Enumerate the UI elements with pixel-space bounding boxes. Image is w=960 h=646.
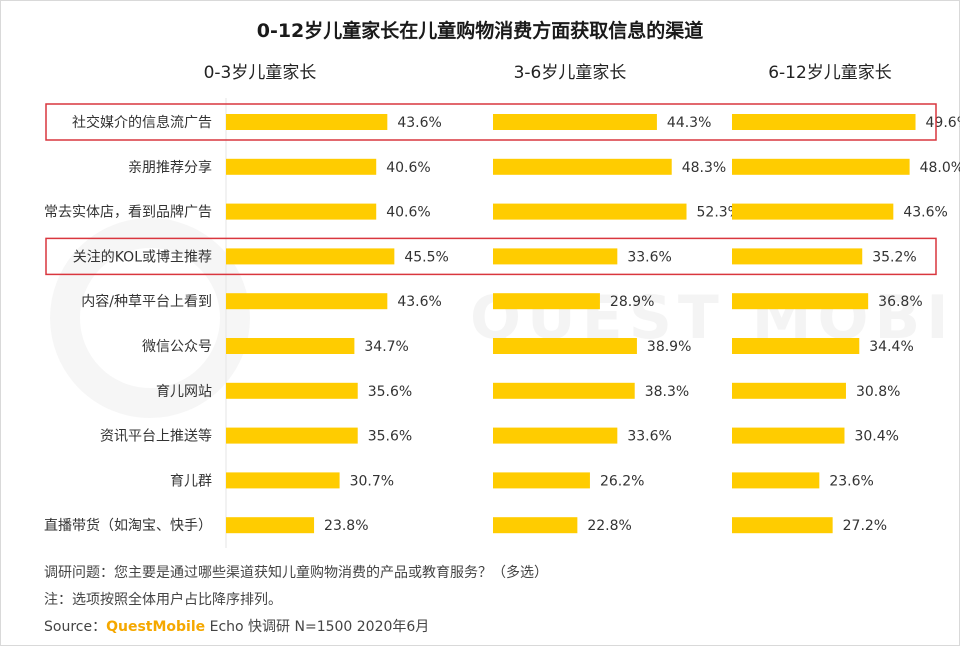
data-label: 30.4%	[854, 429, 898, 445]
category-label: 育儿群	[170, 473, 212, 489]
bar	[732, 427, 845, 444]
data-label: 48.0%	[920, 160, 960, 176]
highlight-box	[45, 103, 937, 141]
data-label: 30.7%	[350, 473, 394, 489]
data-label: 35.2%	[872, 249, 916, 265]
bar	[226, 203, 377, 220]
bar	[226, 248, 395, 265]
data-label: 34.4%	[869, 339, 913, 355]
chart-title: 0-12岁儿童家长在儿童购物消费方面获取信息的渠道	[256, 20, 704, 42]
category-label: 资讯平台上推送等	[100, 428, 212, 445]
bar	[226, 472, 340, 489]
bar	[732, 203, 894, 220]
bar	[493, 427, 618, 444]
data-label: 35.6%	[368, 384, 412, 400]
data-label: 48.3%	[682, 160, 726, 176]
category-label: 育儿网站	[156, 384, 212, 400]
bar	[732, 472, 820, 489]
category-label: 亲朋推荐分享	[128, 159, 212, 176]
data-label: 23.6%	[829, 473, 873, 489]
bar	[493, 293, 600, 310]
series-header-3-6: 3-6岁儿童家长	[513, 63, 627, 83]
bar	[226, 338, 355, 354]
bar	[493, 203, 687, 220]
data-label: 28.9%	[610, 294, 654, 310]
data-label: 23.8%	[324, 518, 368, 534]
source-brand: QuestMobile	[106, 619, 206, 635]
data-label: 35.6%	[368, 429, 412, 445]
data-label: 34.7%	[364, 339, 408, 355]
data-label: 36.8%	[878, 294, 922, 310]
bar	[732, 158, 910, 175]
bar	[732, 517, 833, 534]
series-header-0-3: 0-3岁儿童家长	[203, 63, 317, 83]
bar	[226, 382, 358, 399]
footnote-question: 调研问题：您主要是通过哪些渠道获知儿童购物消费的产品或教育服务？（多选）	[44, 565, 548, 581]
bar	[493, 114, 657, 130]
data-label: 30.8%	[856, 384, 900, 400]
data-label: 43.6%	[397, 115, 441, 131]
category-label: 常去实体店，看到品牌广告	[44, 204, 212, 221]
category-label: 社交媒介的信息流广告	[72, 114, 212, 131]
data-label: 22.8%	[587, 518, 631, 534]
bar	[493, 248, 618, 265]
bar	[732, 248, 863, 265]
bar	[226, 293, 388, 310]
data-label: 40.6%	[386, 160, 430, 176]
category-label: 内容/种草平台上看到	[81, 293, 212, 310]
data-label: 26.2%	[600, 473, 644, 489]
bar	[493, 517, 578, 534]
bar	[732, 114, 916, 130]
bar	[493, 382, 635, 399]
data-label: 43.6%	[397, 294, 441, 310]
bar	[732, 338, 860, 354]
footnote-source: Source：QuestMobile Echo 快调研 N=1500 2020年…	[44, 616, 429, 636]
series-header-6-12: 6-12岁儿童家长	[768, 63, 892, 83]
data-label: 33.6%	[627, 429, 671, 445]
source-rest: Echo 快调研 N=1500 2020年6月	[205, 619, 430, 635]
footnote-note: 注：选项按照全体用户占比降序排列。	[44, 592, 282, 608]
data-label: 33.6%	[627, 249, 671, 265]
category-label: 直播带货（如淘宝、快手）	[44, 517, 212, 534]
source-label: Source：	[44, 619, 107, 635]
data-label: 27.2%	[843, 518, 887, 534]
data-label: 38.9%	[647, 339, 691, 355]
category-label: 关注的KOL或博主推荐	[73, 248, 212, 265]
bar	[732, 293, 869, 310]
bar	[732, 382, 846, 399]
bar	[493, 338, 637, 354]
data-label: 52.3%	[697, 205, 741, 221]
data-label: 43.6%	[903, 205, 947, 221]
highlight-box	[45, 237, 937, 276]
data-label: 45.5%	[404, 249, 448, 265]
bar	[493, 158, 672, 175]
data-label: 44.3%	[667, 115, 711, 131]
bar	[493, 472, 590, 489]
data-label: 40.6%	[386, 205, 430, 221]
data-label: 49.6%	[926, 115, 960, 131]
bar	[226, 158, 377, 175]
bar	[226, 427, 358, 444]
bar	[226, 517, 315, 534]
category-label: 微信公众号	[142, 339, 212, 355]
data-label: 38.3%	[645, 384, 689, 400]
bar	[226, 114, 388, 130]
